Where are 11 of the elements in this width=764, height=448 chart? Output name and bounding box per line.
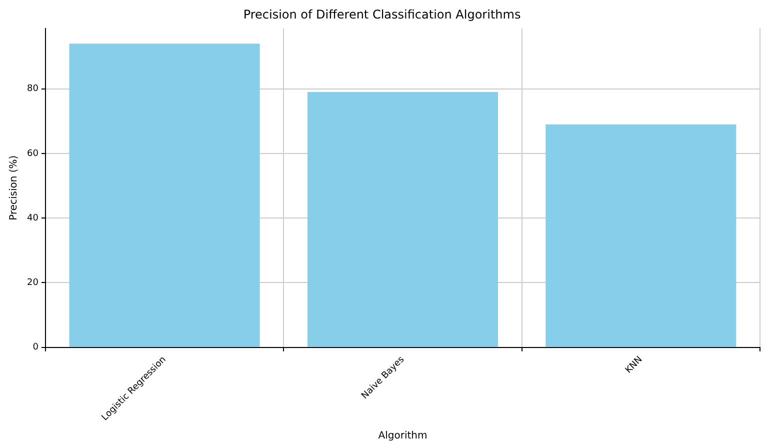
bar [307,92,498,347]
bar [546,124,736,347]
y-tick-label: 60 [27,148,39,159]
y-tick-label: 20 [27,278,39,288]
y-tick-label: 0 [32,342,39,353]
y-tick-label: 40 [27,213,39,224]
bar [69,44,260,347]
x-axis-title: Algorithm [378,430,428,442]
y-tick-label: 80 [27,84,39,94]
y-axis-title: Precision (%) [8,155,20,220]
chart-title: Precision of Different Classification Algorithms [243,7,521,22]
